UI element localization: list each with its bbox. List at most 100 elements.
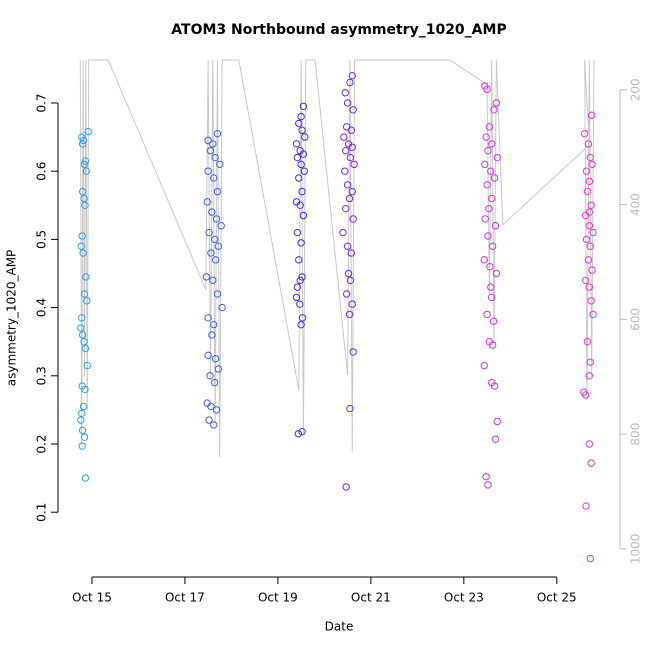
point	[214, 365, 223, 373]
point	[211, 153, 219, 162]
point	[587, 111, 596, 119]
point	[340, 133, 348, 141]
point	[488, 293, 496, 302]
point	[81, 344, 90, 353]
point	[484, 481, 492, 489]
line-series	[79, 59, 595, 458]
point	[77, 324, 85, 332]
point	[213, 290, 222, 298]
point	[586, 153, 594, 162]
point	[344, 269, 353, 278]
point	[293, 283, 302, 291]
point	[346, 276, 355, 285]
point	[204, 167, 212, 175]
point	[349, 106, 357, 114]
y-tick-label: 0.4	[35, 298, 49, 317]
x-tick-label: Oct 21	[351, 591, 391, 605]
point	[580, 129, 589, 138]
point	[294, 430, 303, 438]
point	[491, 435, 500, 443]
point	[483, 310, 491, 319]
point	[295, 119, 303, 128]
point	[210, 320, 218, 329]
point	[210, 378, 219, 387]
point	[490, 382, 499, 390]
point	[210, 235, 219, 244]
point	[484, 147, 492, 155]
point	[78, 314, 86, 322]
x-axis-label: Date	[325, 620, 354, 634]
point	[348, 300, 356, 308]
point	[343, 99, 352, 107]
point	[589, 310, 597, 319]
point	[345, 310, 354, 319]
point	[586, 242, 594, 250]
point	[585, 177, 594, 186]
point	[489, 317, 498, 325]
point	[206, 147, 215, 155]
y2-tick-label: 1000	[629, 534, 643, 565]
point	[216, 160, 224, 169]
point	[484, 232, 492, 240]
point	[217, 222, 225, 230]
y2-tick-label: 600	[629, 308, 643, 331]
point	[343, 181, 352, 189]
point	[490, 174, 499, 182]
point	[585, 208, 594, 216]
point	[345, 194, 354, 203]
point	[78, 409, 86, 418]
point	[481, 160, 489, 169]
point	[297, 239, 305, 247]
y-tick-label: 0.7	[35, 93, 49, 112]
point	[78, 442, 86, 450]
point	[297, 320, 305, 329]
point	[347, 126, 356, 134]
point	[300, 167, 309, 175]
point	[341, 89, 349, 97]
point	[346, 404, 354, 413]
point	[204, 314, 212, 322]
point	[348, 187, 356, 196]
point	[301, 133, 309, 141]
point	[588, 266, 596, 274]
point	[296, 201, 304, 209]
point	[81, 385, 89, 394]
point	[588, 160, 596, 169]
point	[79, 249, 87, 257]
point	[299, 211, 308, 220]
point	[342, 204, 350, 213]
point	[209, 276, 217, 285]
y-tick-label: 0.6	[35, 162, 49, 181]
point	[487, 167, 495, 175]
point	[485, 123, 494, 131]
point	[205, 416, 213, 424]
point	[218, 303, 226, 312]
point	[492, 269, 501, 278]
point	[585, 222, 594, 230]
y2-tick-label: 200	[629, 78, 643, 101]
point	[343, 242, 352, 250]
point	[342, 483, 350, 491]
point	[585, 440, 594, 448]
point	[582, 502, 590, 510]
point	[348, 71, 356, 80]
x-tick-label: Oct 19	[258, 591, 298, 605]
chart-title: ATOM3 Northbound asymmetry_1020_AMP	[171, 22, 506, 38]
point	[204, 351, 212, 360]
point	[350, 160, 358, 169]
x-tick-label: Oct 17	[165, 591, 205, 605]
point	[480, 256, 488, 264]
point	[586, 554, 594, 563]
point	[297, 160, 305, 169]
point	[298, 314, 307, 322]
point	[581, 391, 590, 399]
point	[204, 136, 212, 145]
x-tick-label: Oct 15	[72, 591, 112, 605]
point	[295, 256, 303, 264]
point	[293, 228, 302, 237]
point	[342, 290, 351, 298]
point	[81, 474, 90, 482]
point	[339, 228, 347, 237]
point	[211, 256, 220, 264]
point	[341, 167, 349, 175]
